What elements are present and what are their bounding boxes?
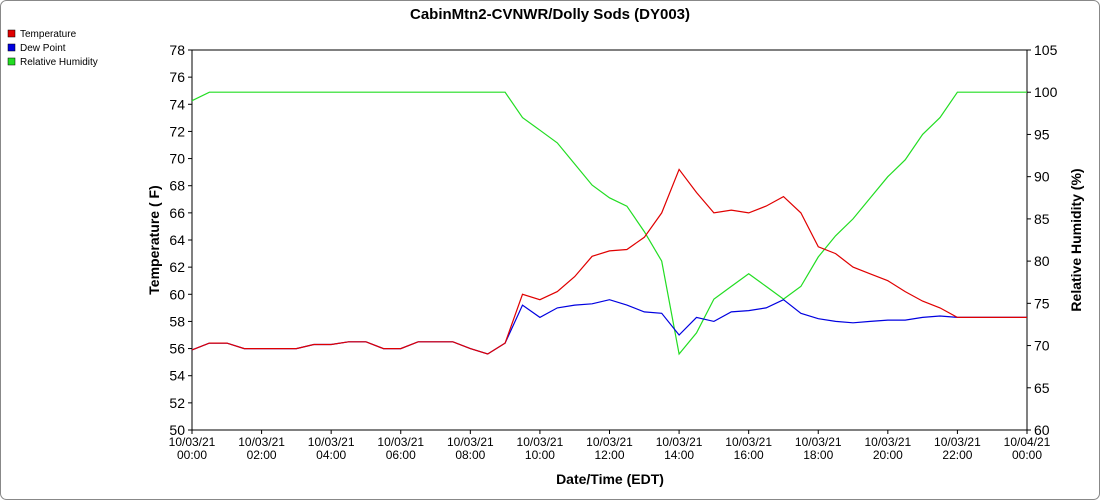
legend-label: Dew Point [20,43,66,54]
y-tick-label: 54 [169,368,185,384]
series-line [191,168,1027,355]
legend-label: Relative Humidity [20,57,98,68]
x-tick-label: 10/03/21 20:00 [864,435,911,462]
legend-swatch [7,57,16,66]
y-tick-label: 58 [169,313,185,329]
y-tick-label: 50 [169,422,185,438]
x-tick-label: 10/03/21 00:00 [169,435,216,462]
x-tick-label: 10/03/21 22:00 [934,435,981,462]
series-line [191,91,1027,356]
x-tick-label: 10/03/21 14:00 [656,435,703,462]
x-tick-label: 10/03/21 10:00 [517,435,564,462]
y-tick-label: 70 [169,151,185,167]
y-tick-label: 62 [169,259,185,275]
y-tick-label: 78 [169,42,185,58]
y2-tick-label: 80 [1034,253,1050,269]
x-tick-label: 10/03/21 08:00 [447,435,494,462]
y2-tick-label: 60 [1034,422,1050,438]
y2-tick-label: 85 [1034,211,1050,227]
x-tick-label: 10/03/21 18:00 [795,435,842,462]
y2-tick-label: 95 [1034,126,1050,142]
x-axis-label: Date/Time (EDT) [556,471,664,487]
y2-tick-label: 70 [1034,338,1050,354]
y-tick-label: 56 [169,341,185,357]
x-tick-label: 10/03/21 04:00 [308,435,355,462]
y-tick-label: 66 [169,205,185,221]
y2-tick-label: 75 [1034,295,1050,311]
legend-swatch [7,43,16,52]
y-tick-label: 68 [169,178,185,194]
y-tick-label: 74 [169,96,185,112]
chart-title: CabinMtn2-CVNWR/Dolly Sods (DY003) [410,6,690,23]
y2-tick-label: 90 [1034,169,1050,185]
x-tick-label: 10/03/21 12:00 [586,435,633,462]
y-tick-label: 72 [169,123,185,139]
y-tick-label: 76 [169,69,185,85]
y-axis-label: Temperature ( F) [146,185,162,294]
y2-tick-label: 65 [1034,380,1050,396]
y-tick-label: 64 [169,232,185,248]
legend-swatch [7,29,16,38]
x-tick-label: 10/04/21 00:00 [1004,435,1051,462]
legend-label: Temperature [20,29,77,40]
y-tick-label: 60 [169,286,185,302]
x-tick-label: 10/03/21 02:00 [238,435,285,462]
y2-tick-label: 105 [1034,42,1058,58]
y2-tick-label: 100 [1034,84,1058,100]
y2-axis-label: Relative Humidity (%) [1068,168,1084,311]
y-tick-label: 52 [169,395,185,411]
x-tick-label: 10/03/21 06:00 [377,435,424,462]
x-tick-label: 10/03/21 16:00 [725,435,772,462]
